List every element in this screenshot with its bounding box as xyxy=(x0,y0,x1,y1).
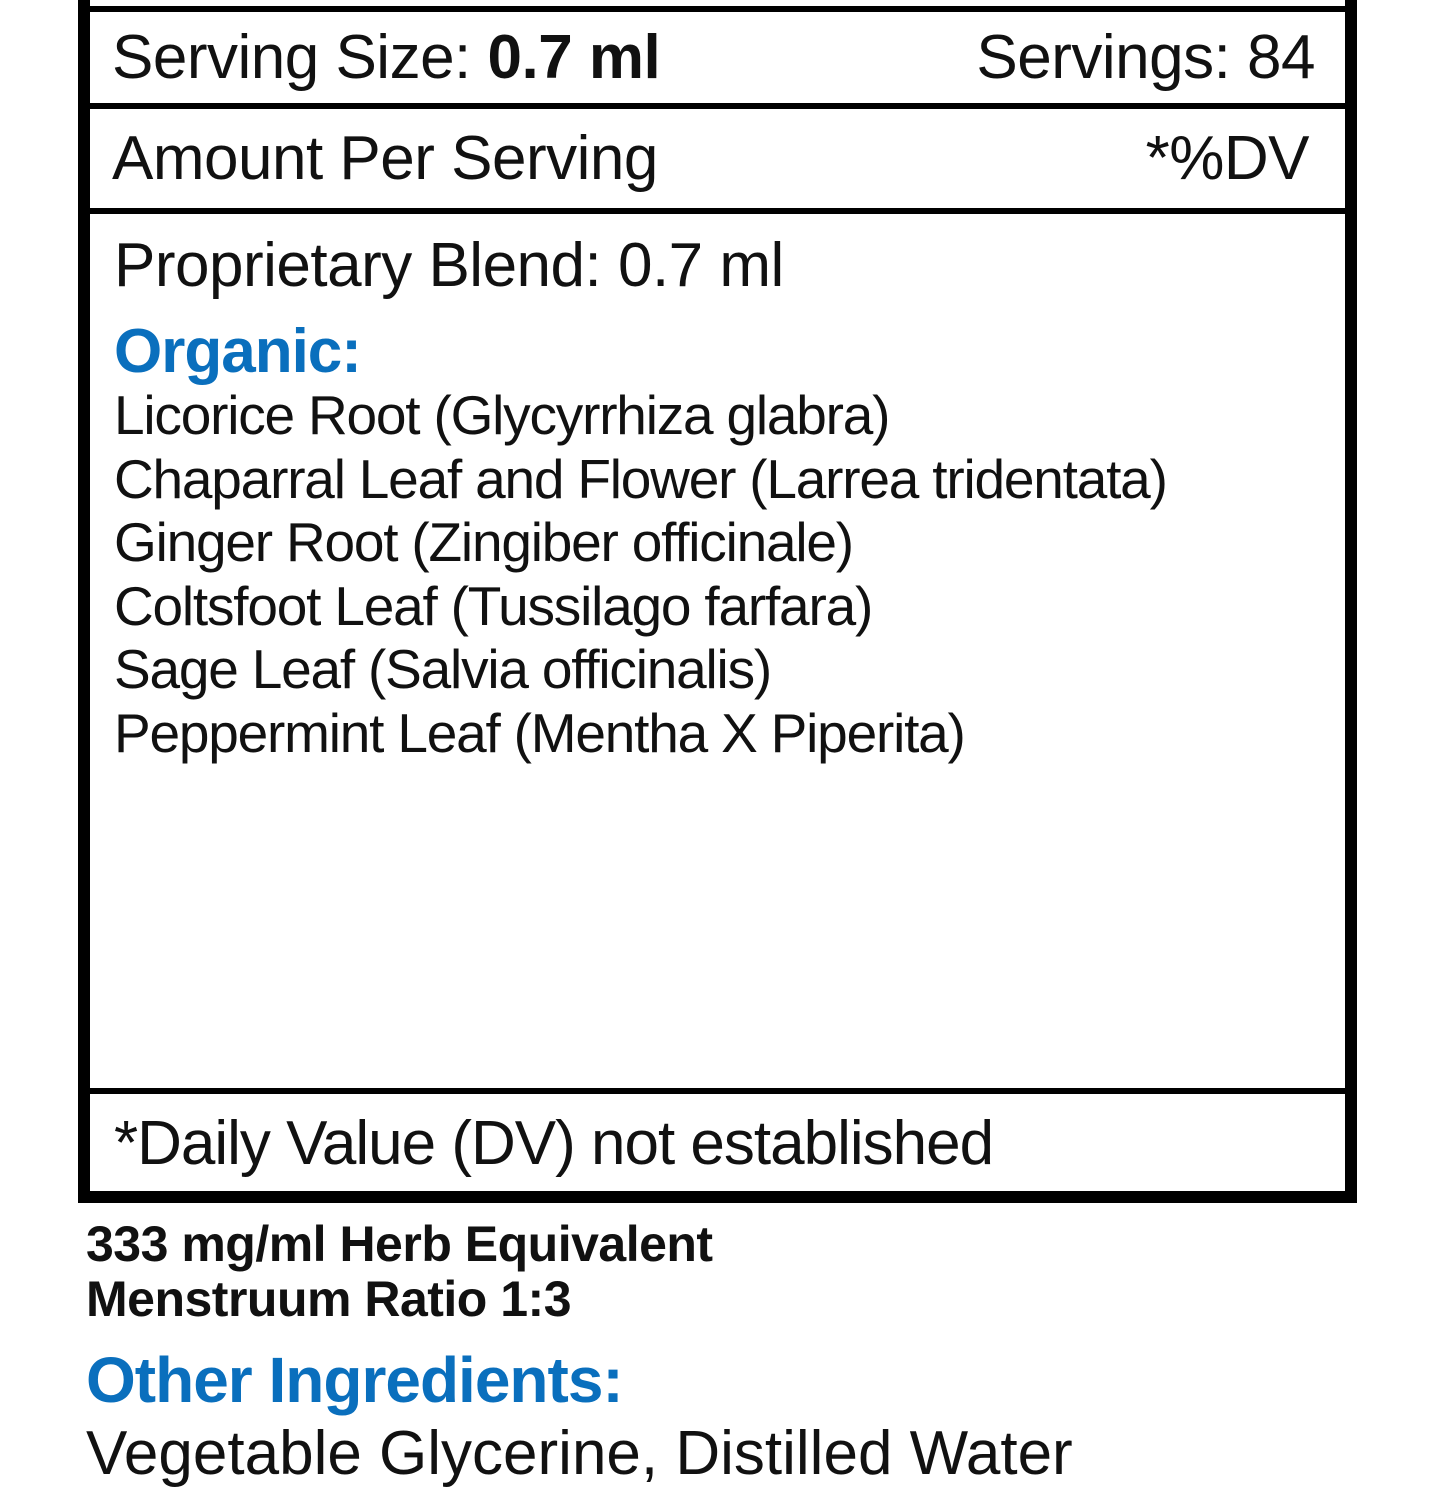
top-rule xyxy=(90,6,1345,12)
divider xyxy=(90,1088,1345,1094)
dv-header: *%DV xyxy=(1145,124,1310,193)
ingredient-item: Coltsfoot Leaf (Tussilago farfara) xyxy=(114,574,873,637)
ingredient-list: Licorice Root (Glycyrrhiza glabra) Chapa… xyxy=(114,384,1168,765)
divider xyxy=(90,208,1345,214)
other-ingredients-heading: Other Ingredients: xyxy=(86,1344,624,1416)
ingredient-item: Licorice Root (Glycyrrhiza glabra) xyxy=(114,384,890,446)
ingredient-item: Ginger Root (Zingiber officinale) xyxy=(114,511,854,573)
organic-heading: Organic: xyxy=(114,317,362,386)
other-ingredients-list: Vegetable Glycerine, Distilled Water xyxy=(86,1419,1073,1488)
serving-size-label: Serving Size: xyxy=(112,23,471,92)
ingredient-item: Sage Leaf (Salvia officinalis) xyxy=(114,638,772,700)
divider xyxy=(90,103,1345,109)
herb-equivalent: 333 mg/ml Herb Equivalent xyxy=(86,1216,713,1272)
servings-count: Servings: 84 xyxy=(976,23,1315,92)
serving-row: Serving Size: 0.7 ml Servings: 84 xyxy=(90,12,1345,103)
proprietary-blend: Proprietary Blend: 0.7 ml xyxy=(114,231,784,300)
ingredient-item: Chaparral Leaf and Flower (Larrea triden… xyxy=(114,447,1168,510)
amount-per-serving: Amount Per Serving xyxy=(112,124,658,193)
serving-size: Serving Size: 0.7 ml xyxy=(112,22,661,93)
menstruum-ratio: Menstruum Ratio 1:3 xyxy=(86,1271,572,1327)
ingredient-item: Peppermint Leaf (Mentha X Piperita) xyxy=(114,701,966,764)
dv-footnote: *Daily Value (DV) not established xyxy=(114,1109,994,1178)
supplement-facts-panel: Serving Size: 0.7 ml Servings: 84 Amount… xyxy=(78,0,1357,1203)
amount-row: Amount Per Serving *%DV xyxy=(90,109,1345,208)
serving-size-value: 0.7 ml xyxy=(487,23,661,92)
